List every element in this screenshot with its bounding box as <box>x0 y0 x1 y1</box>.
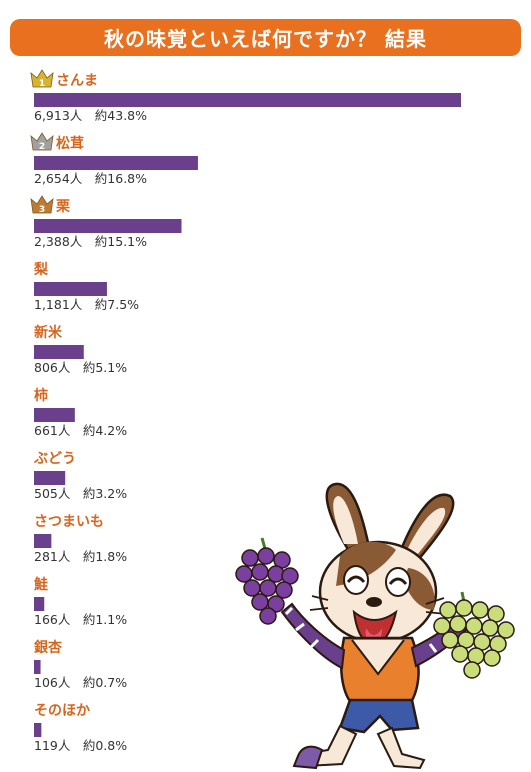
category-label: 柿 <box>34 387 48 404</box>
category-label: 松茸 <box>56 135 84 152</box>
value-label: 106人 約0.7% <box>34 675 127 690</box>
category-label: 栗 <box>56 199 71 215</box>
bronze-crown-icon <box>30 195 54 214</box>
category-label: 銀杏 <box>34 639 63 656</box>
bar <box>34 219 182 233</box>
bar <box>34 660 41 674</box>
value-label: 2,388人 約15.1% <box>34 234 147 249</box>
bar <box>34 408 75 422</box>
rank-number: 1 <box>39 79 45 89</box>
value-label: 2,654人 約16.8% <box>34 171 147 186</box>
bar <box>34 723 42 737</box>
rabbit-mascot-illustration <box>235 482 515 770</box>
value-label: 6,913人 約43.8% <box>34 108 147 123</box>
rank-number: 2 <box>39 142 45 152</box>
bar <box>34 471 66 485</box>
value-label: 505人 約3.2% <box>34 486 127 501</box>
bar <box>34 156 198 170</box>
bar <box>34 345 84 359</box>
bar <box>34 282 107 296</box>
category-label: 鮭 <box>33 576 48 593</box>
rank-number: 3 <box>39 205 45 215</box>
value-label: 119人 約0.8% <box>34 738 127 753</box>
purple-grapes-icon <box>235 537 299 625</box>
value-label: 661人 約4.2% <box>34 423 127 438</box>
category-label: そのほか <box>34 703 90 719</box>
value-label: 1,181人 約7.5% <box>34 297 139 312</box>
bar <box>34 93 461 107</box>
bar <box>34 534 52 548</box>
bar <box>34 597 45 611</box>
value-label: 281人 約1.8% <box>34 549 127 564</box>
value-label: 166人 約1.1% <box>34 612 127 627</box>
category-label: 新米 <box>34 324 63 341</box>
category-label: さつまいも <box>34 514 104 530</box>
green-grapes-icon <box>433 591 515 679</box>
category-label: さんま <box>56 73 98 89</box>
value-label: 806人 約5.1% <box>34 360 127 375</box>
gold-crown-icon <box>30 69 54 88</box>
category-label: ぶどう <box>33 451 76 467</box>
silver-crown-icon <box>30 132 54 151</box>
category-label: 梨 <box>33 261 49 278</box>
chart-title: 秋の味覚といえば何ですか？ 結果 <box>10 19 521 56</box>
